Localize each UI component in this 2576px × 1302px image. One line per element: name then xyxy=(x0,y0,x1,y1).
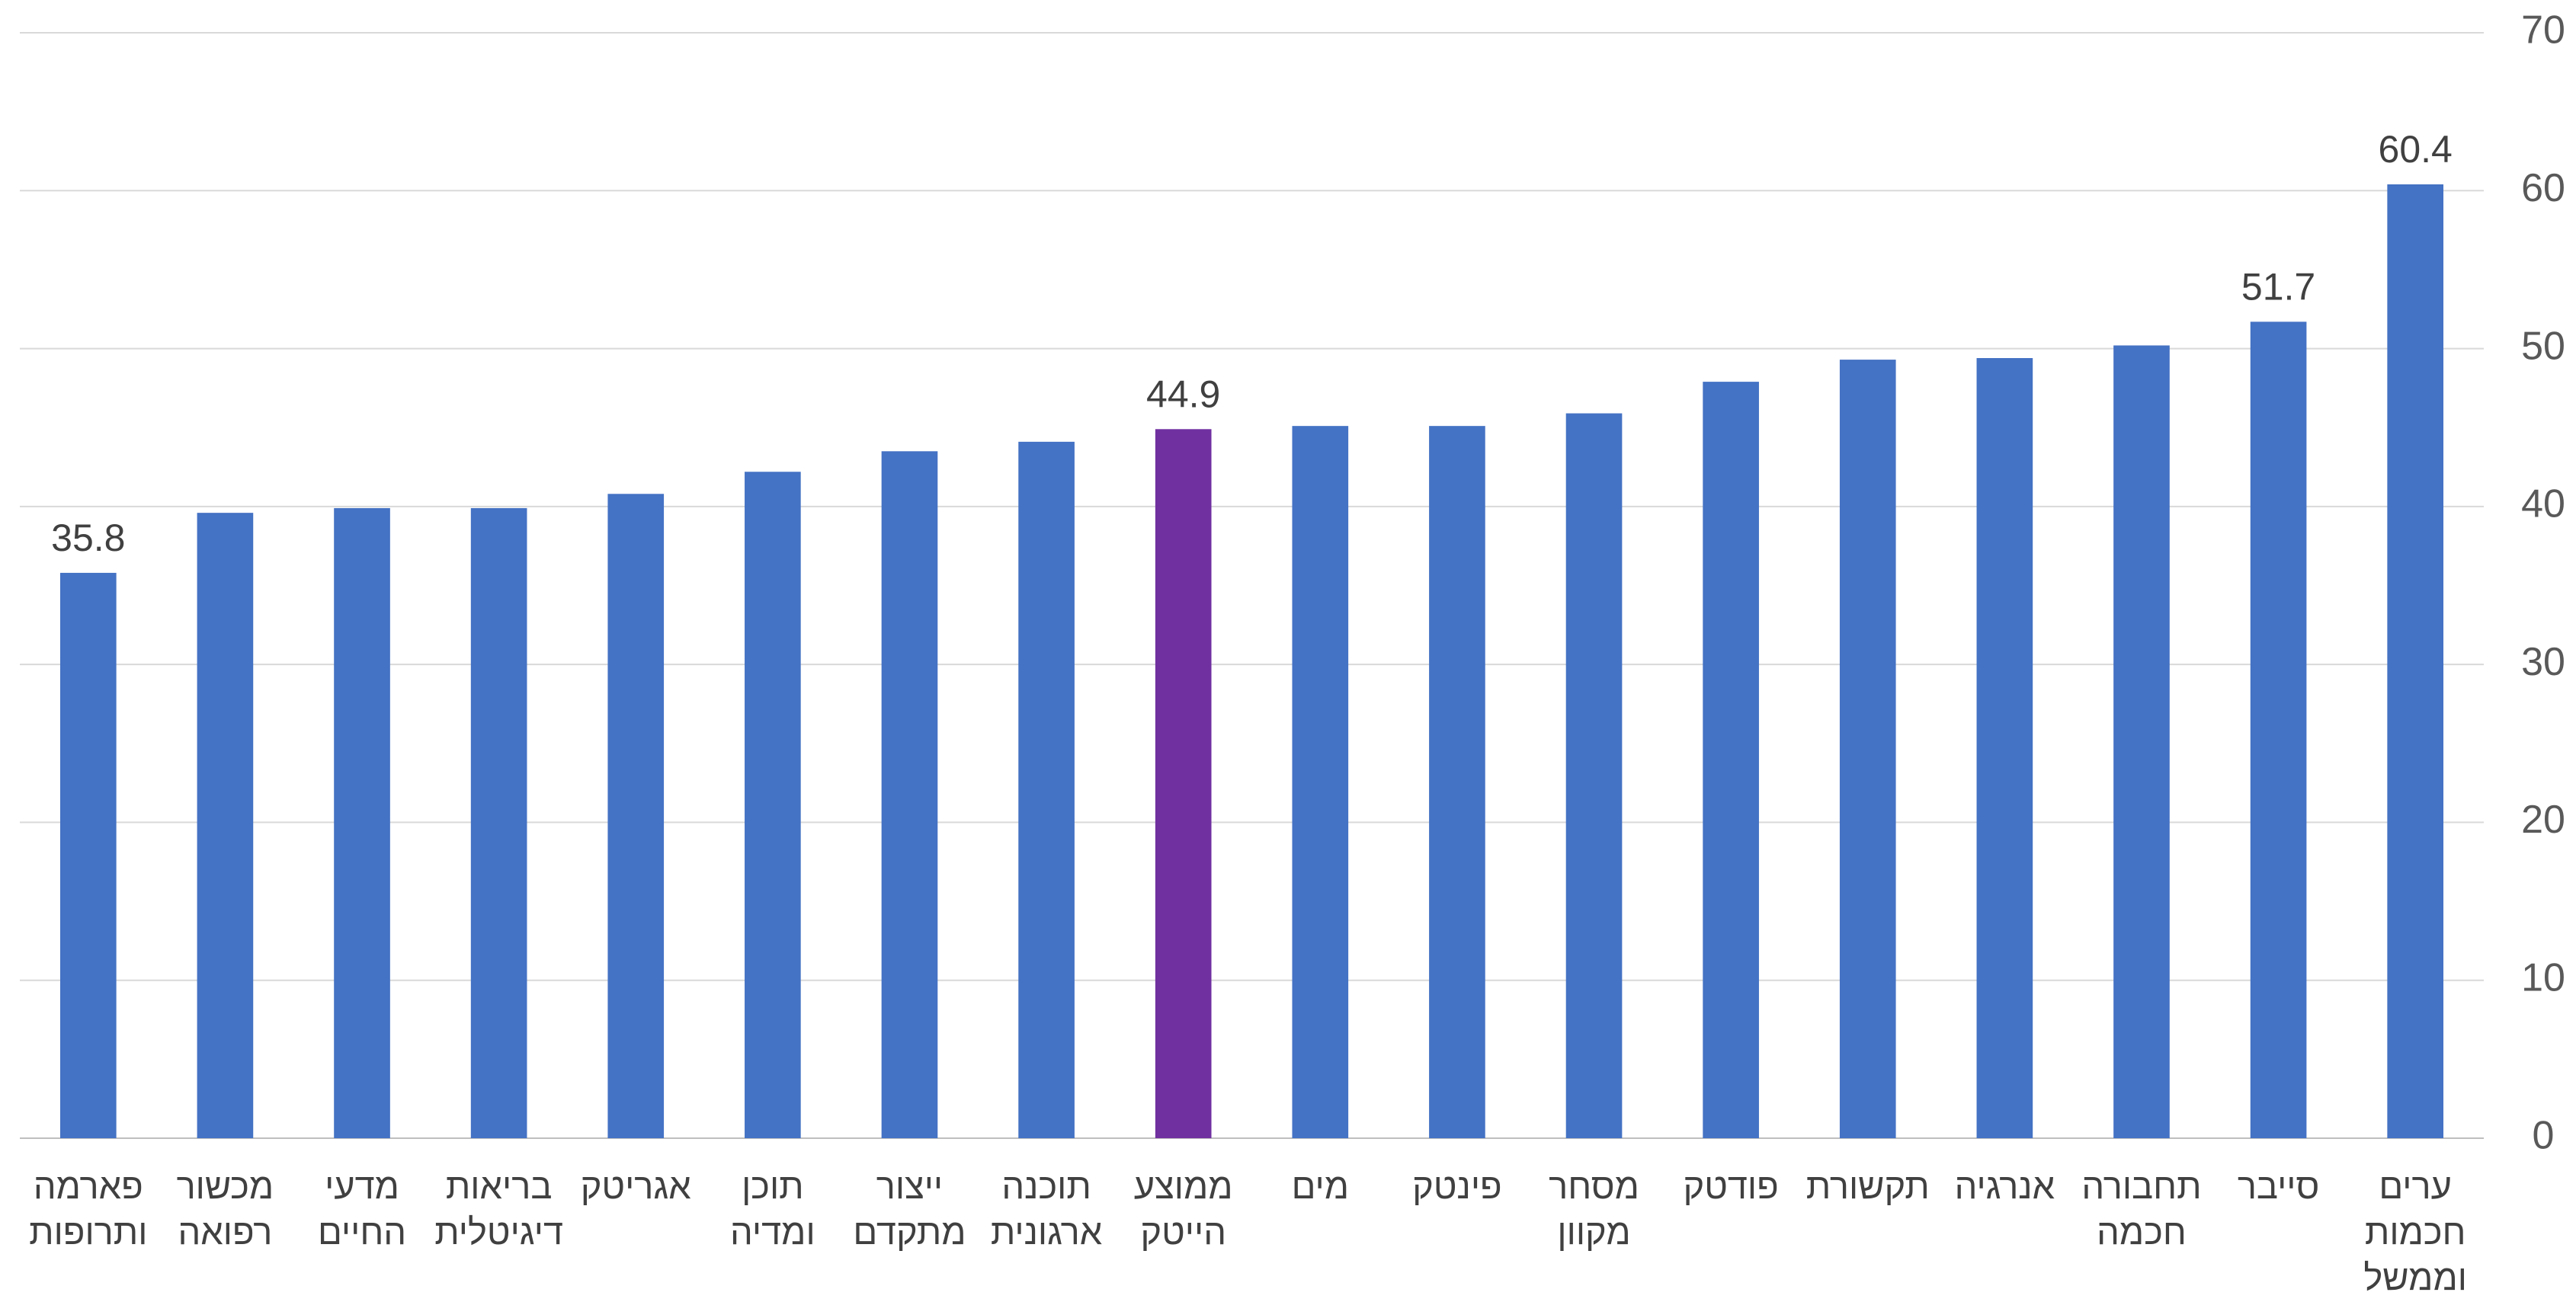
x-tick-label: תוכן ומדיה xyxy=(730,1166,815,1252)
x-tick-line: הייטק xyxy=(1140,1211,1226,1252)
x-tick-label: סייבר xyxy=(2238,1166,2320,1206)
y-tick-label: 40 xyxy=(2521,482,2565,526)
x-tick-line: מתקדם xyxy=(853,1211,966,1252)
x-tick-line: ממוצע xyxy=(1134,1166,1233,1206)
bar xyxy=(1292,426,1349,1138)
value-label: 60.4 xyxy=(2379,128,2453,171)
x-tick-line: סייבר xyxy=(2238,1166,2320,1206)
bar xyxy=(1703,382,1759,1138)
x-tick-line: תחבורה xyxy=(2081,1166,2201,1206)
y-tick-label: 0 xyxy=(2533,1114,2555,1158)
x-tick-line: פינטק xyxy=(1412,1166,1502,1206)
bar xyxy=(2113,345,2170,1138)
x-tick-label: פינטק xyxy=(1412,1166,1502,1206)
x-tick-label: אנרגיה xyxy=(1955,1166,2055,1206)
bar xyxy=(2387,184,2444,1139)
x-tick-line: ארגונית xyxy=(991,1211,1102,1252)
x-tick-label: ערים חכמות וממשל xyxy=(2363,1166,2467,1297)
x-tick-label: תחבורה חכמה xyxy=(2081,1166,2201,1252)
x-tick-label: פודטק xyxy=(1683,1166,1778,1206)
x-tick-line: מקוון xyxy=(1557,1211,1630,1252)
x-tick-line: תקשורת xyxy=(1806,1166,1930,1206)
x-tick-line: החיים xyxy=(318,1211,406,1252)
x-tick-line: ומדיה xyxy=(730,1211,815,1252)
x-tick-line: ערים xyxy=(2379,1166,2452,1206)
x-tick-line: דיגיטלית xyxy=(434,1211,563,1252)
bar xyxy=(59,572,117,1138)
x-tick-line: ייצור xyxy=(876,1166,943,1206)
x-tick-label: ייצור מתקדם xyxy=(853,1166,966,1252)
bar xyxy=(334,507,390,1138)
y-tick-label: 50 xyxy=(2521,324,2565,368)
value-label: 44.9 xyxy=(1146,373,1220,415)
bar xyxy=(470,507,527,1138)
bar xyxy=(1429,426,1485,1138)
x-tick-label: אגריטק xyxy=(581,1166,691,1206)
x-tick-line: אנרגיה xyxy=(1955,1166,2055,1206)
x-tick-label: מכשור רפואה xyxy=(177,1166,274,1252)
x-tick-line: אגריטק xyxy=(581,1166,691,1206)
x-tick-line: תוכן xyxy=(742,1166,804,1206)
x-tick-line: פארמה xyxy=(34,1166,143,1206)
bar xyxy=(1018,441,1075,1138)
bar xyxy=(1565,413,1623,1138)
bar xyxy=(197,513,254,1138)
y-tick-label: 70 xyxy=(2521,8,2565,53)
value-label: 51.7 xyxy=(2241,266,2315,309)
y-tick-label: 60 xyxy=(2521,166,2565,210)
x-tick-line: חכמות xyxy=(2365,1211,2466,1252)
y-tick-label: 10 xyxy=(2521,955,2565,1000)
x-tick-label: מים xyxy=(1292,1166,1349,1206)
x-tick-label: מסחר מקוון xyxy=(1549,1166,1639,1252)
x-tick-line: מים xyxy=(1292,1166,1349,1206)
x-tick-label: פארמה ותרופות xyxy=(29,1166,147,1252)
bar xyxy=(1839,360,1896,1138)
bar xyxy=(745,472,801,1138)
bar xyxy=(881,451,938,1138)
x-tick-line: רפואה xyxy=(178,1211,272,1252)
x-tick-line: מכשור xyxy=(177,1166,274,1206)
x-tick-line: מדעי xyxy=(325,1166,399,1206)
x-tick-label: תוכנה ארגונית xyxy=(991,1166,1102,1252)
x-tick-line: ותרופות xyxy=(29,1211,147,1252)
x-tick-label: בריאות דיגיטלית xyxy=(434,1166,563,1252)
x-tick-label: מדעי החיים xyxy=(318,1166,406,1252)
bar xyxy=(1155,429,1212,1138)
bar xyxy=(607,494,665,1138)
x-tick-line: מסחר xyxy=(1549,1166,1639,1206)
x-tick-label: ממוצע הייטק xyxy=(1134,1166,1233,1252)
x-tick-line: תוכנה xyxy=(1001,1166,1091,1206)
y-tick-label: 20 xyxy=(2521,798,2565,842)
value-label: 35.8 xyxy=(51,517,125,559)
x-tick-line: וממשל xyxy=(2363,1257,2467,1297)
bar xyxy=(2250,322,2307,1138)
x-tick-label: תקשורת xyxy=(1806,1166,1930,1206)
y-tick-label: 30 xyxy=(2521,640,2565,684)
x-tick-line: חכמה xyxy=(2097,1211,2187,1252)
bar xyxy=(1976,358,2033,1139)
x-tick-line: פודטק xyxy=(1683,1166,1778,1206)
x-tick-line: בריאות xyxy=(446,1166,553,1206)
